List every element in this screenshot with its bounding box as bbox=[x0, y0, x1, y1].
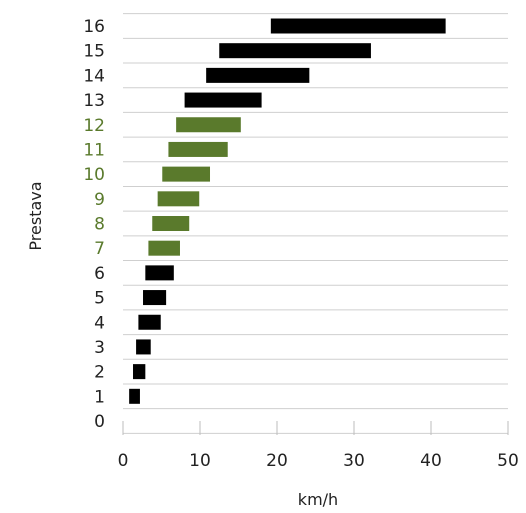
x-tick-marks bbox=[122, 421, 509, 435]
y-tick-label: 14 bbox=[83, 66, 105, 86]
y-tick-label: 13 bbox=[83, 91, 105, 111]
bar-gear-3 bbox=[136, 339, 151, 355]
y-tick-label: 6 bbox=[94, 264, 105, 284]
bar-gear-15 bbox=[219, 43, 371, 59]
y-tick-label: 12 bbox=[83, 116, 105, 136]
y-tick-label: 15 bbox=[83, 42, 105, 62]
y-tick-label: 16 bbox=[83, 17, 105, 37]
y-tick-label: 1 bbox=[94, 387, 105, 407]
x-tick-label: 20 bbox=[266, 451, 288, 471]
bar-gear-13 bbox=[184, 92, 262, 108]
y-tick-label: 2 bbox=[94, 363, 105, 383]
x-tick-label: 50 bbox=[497, 451, 519, 471]
bar-gear-6 bbox=[145, 265, 174, 281]
bar-gear-12 bbox=[176, 117, 241, 133]
y-tick-label: 11 bbox=[83, 140, 105, 160]
y-tick-label: 10 bbox=[83, 165, 105, 185]
bar-gear-14 bbox=[206, 67, 310, 83]
y-tick-label: 7 bbox=[94, 239, 105, 259]
x-tick-label: 10 bbox=[189, 451, 211, 471]
bar-gear-8 bbox=[152, 216, 190, 231]
bar-gear-11 bbox=[168, 141, 228, 157]
y-tick-label: 5 bbox=[94, 289, 105, 309]
gridlines bbox=[123, 13, 508, 434]
bar-gear-4 bbox=[138, 314, 161, 330]
x-tick-label: 40 bbox=[420, 451, 442, 471]
bars bbox=[129, 18, 446, 404]
y-tick-label: 0 bbox=[94, 412, 105, 432]
bar-gear-16 bbox=[270, 18, 446, 34]
y-tick-label: 9 bbox=[94, 190, 105, 210]
bar-gear-10 bbox=[162, 166, 211, 182]
y-axis-title: Prestava bbox=[26, 181, 45, 250]
x-axis-title: km/h bbox=[298, 490, 338, 509]
x-tick-labels: 0 10 20 30 40 50 bbox=[118, 451, 519, 471]
bar-gear-9 bbox=[157, 191, 200, 207]
x-tick-label: 30 bbox=[343, 451, 365, 471]
bar-gear-2 bbox=[133, 364, 146, 380]
x-tick-label: 0 bbox=[118, 451, 129, 471]
bar-gear-1 bbox=[129, 388, 140, 404]
bar-gear-7 bbox=[148, 240, 180, 256]
bar-gear-5 bbox=[143, 290, 167, 306]
y-tick-label: 8 bbox=[94, 215, 105, 235]
y-tick-label: 3 bbox=[94, 338, 105, 358]
y-tick-label: 4 bbox=[94, 313, 105, 333]
